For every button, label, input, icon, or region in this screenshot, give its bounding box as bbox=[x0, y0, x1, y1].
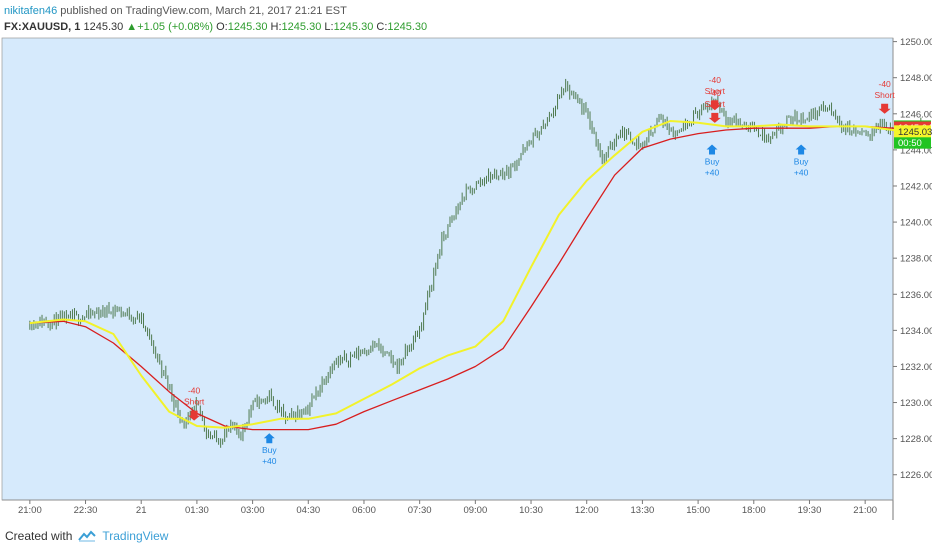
author-link[interactable]: nikitafen46 bbox=[4, 5, 58, 17]
sell-arrow-icon bbox=[878, 103, 891, 114]
open-value: 1245.30 bbox=[227, 21, 268, 33]
last-price: 1245.30 bbox=[83, 21, 124, 33]
x-tick-label: 09:00 bbox=[463, 505, 487, 516]
y-tick-label: 1244.00 bbox=[900, 145, 932, 156]
signal-value-label: +40 bbox=[705, 167, 720, 177]
plot-area bbox=[2, 38, 893, 500]
signal-value-label: +40 bbox=[262, 456, 277, 466]
x-tick-label: 18:00 bbox=[742, 505, 766, 516]
price-chart[interactable]: 1226.00 1228.00 1230.00 1232.00 1234.00 1236.… bbox=[0, 37, 932, 520]
quote-line: FX:XAUUSD, 1 1245.30 ▲+1.05 (+0.08%) O:1… bbox=[4, 20, 427, 34]
price-label-box bbox=[894, 125, 931, 138]
signal-value-label: -40 bbox=[709, 75, 722, 85]
x-tick-label: 21:00 bbox=[18, 505, 42, 516]
x-tick-label: 04:30 bbox=[296, 505, 320, 516]
y-tick-label: 1226.00 bbox=[900, 470, 932, 481]
signal-type-label: Short bbox=[874, 90, 895, 100]
slow-moving-average-line bbox=[29, 125, 921, 431]
y-tick-label: 1232.00 bbox=[900, 362, 932, 373]
signal-value-label: -40 bbox=[878, 79, 891, 89]
x-tick-label: 22:30 bbox=[74, 505, 98, 516]
price-label-box bbox=[894, 136, 931, 149]
fast-moving-average-line bbox=[29, 120, 921, 429]
sell-arrow-icon bbox=[188, 410, 201, 421]
open-label: O: bbox=[216, 21, 228, 33]
y-tick-label: 1248.00 bbox=[900, 73, 932, 84]
x-tick-label: 19:30 bbox=[798, 505, 822, 516]
signal-value-label: -40 bbox=[709, 88, 722, 98]
low-value: 1245.30 bbox=[333, 21, 374, 33]
high-label: H: bbox=[270, 21, 282, 33]
y-tick-label: 1236.00 bbox=[900, 290, 932, 301]
signal-type-label: Short bbox=[184, 397, 205, 407]
x-tick-label: 01:30 bbox=[185, 505, 209, 516]
buy-arrow-icon bbox=[706, 144, 718, 155]
close-value: 1245.30 bbox=[387, 21, 428, 33]
close-label: C: bbox=[376, 21, 388, 33]
up-arrow-icon: ▲ bbox=[126, 21, 138, 33]
x-tick-label: 07:30 bbox=[408, 505, 432, 516]
chart-area[interactable]: 1226.00 1228.00 1230.00 1232.00 1234.00 1236.… bbox=[0, 37, 932, 520]
sell-arrow-icon bbox=[708, 112, 721, 123]
signal-type-label: Buy bbox=[794, 156, 809, 166]
buy-arrow-icon bbox=[795, 144, 807, 155]
x-tick-label: 21 bbox=[136, 505, 147, 516]
y-tick-label: 1242.00 bbox=[900, 181, 932, 192]
x-tick-label: 10:30 bbox=[519, 505, 543, 516]
x-tick-label: 13:30 bbox=[631, 505, 655, 516]
signal-type-label: Buy bbox=[262, 445, 277, 455]
y-tick-label: 1230.00 bbox=[900, 398, 932, 409]
x-tick-label: 15:00 bbox=[686, 505, 710, 516]
y-tick-label: 1234.00 bbox=[900, 326, 932, 337]
created-with-label: Created with bbox=[5, 529, 73, 543]
x-tick-label: 06:00 bbox=[352, 505, 376, 516]
symbol-label[interactable]: FX:XAUUSD, 1 bbox=[4, 21, 81, 33]
x-tick-label: 03:00 bbox=[241, 505, 265, 516]
signal-value-label: +40 bbox=[794, 167, 809, 177]
price-label: 00:50 bbox=[898, 138, 922, 149]
y-tick-label: 1246.00 bbox=[900, 109, 932, 120]
publish-header: nikitafen46 published on TradingView.com… bbox=[4, 4, 347, 18]
tradingview-brand[interactable]: TradingView bbox=[102, 529, 169, 543]
tradingview-logo-icon bbox=[78, 530, 97, 542]
x-tick-label: 12:00 bbox=[575, 505, 599, 516]
price-label: 1245.03 bbox=[898, 127, 932, 138]
y-tick-label: 1240.00 bbox=[900, 218, 932, 229]
signal-type-label: Buy bbox=[705, 156, 720, 166]
y-tick-label: 1250.00 bbox=[900, 37, 932, 48]
buy-arrow-icon bbox=[263, 433, 275, 444]
y-tick-label: 1238.00 bbox=[900, 254, 932, 265]
signal-value-label: -40 bbox=[188, 386, 201, 396]
signal-type-label: Short bbox=[705, 86, 726, 96]
plot-frame bbox=[1, 37, 894, 501]
footer: Created with TradingView bbox=[5, 526, 168, 546]
signal-type-label: Short bbox=[705, 99, 726, 109]
change-value: +1.05 (+0.08%) bbox=[137, 21, 214, 33]
publish-info: published on TradingView.com, March 21, … bbox=[60, 5, 347, 17]
y-tick-label: 1228.00 bbox=[900, 434, 932, 445]
low-label: L: bbox=[324, 21, 334, 33]
high-value: 1245.30 bbox=[281, 21, 322, 33]
x-tick-label: 21:00 bbox=[853, 505, 877, 516]
sell-arrow-icon bbox=[708, 100, 721, 111]
